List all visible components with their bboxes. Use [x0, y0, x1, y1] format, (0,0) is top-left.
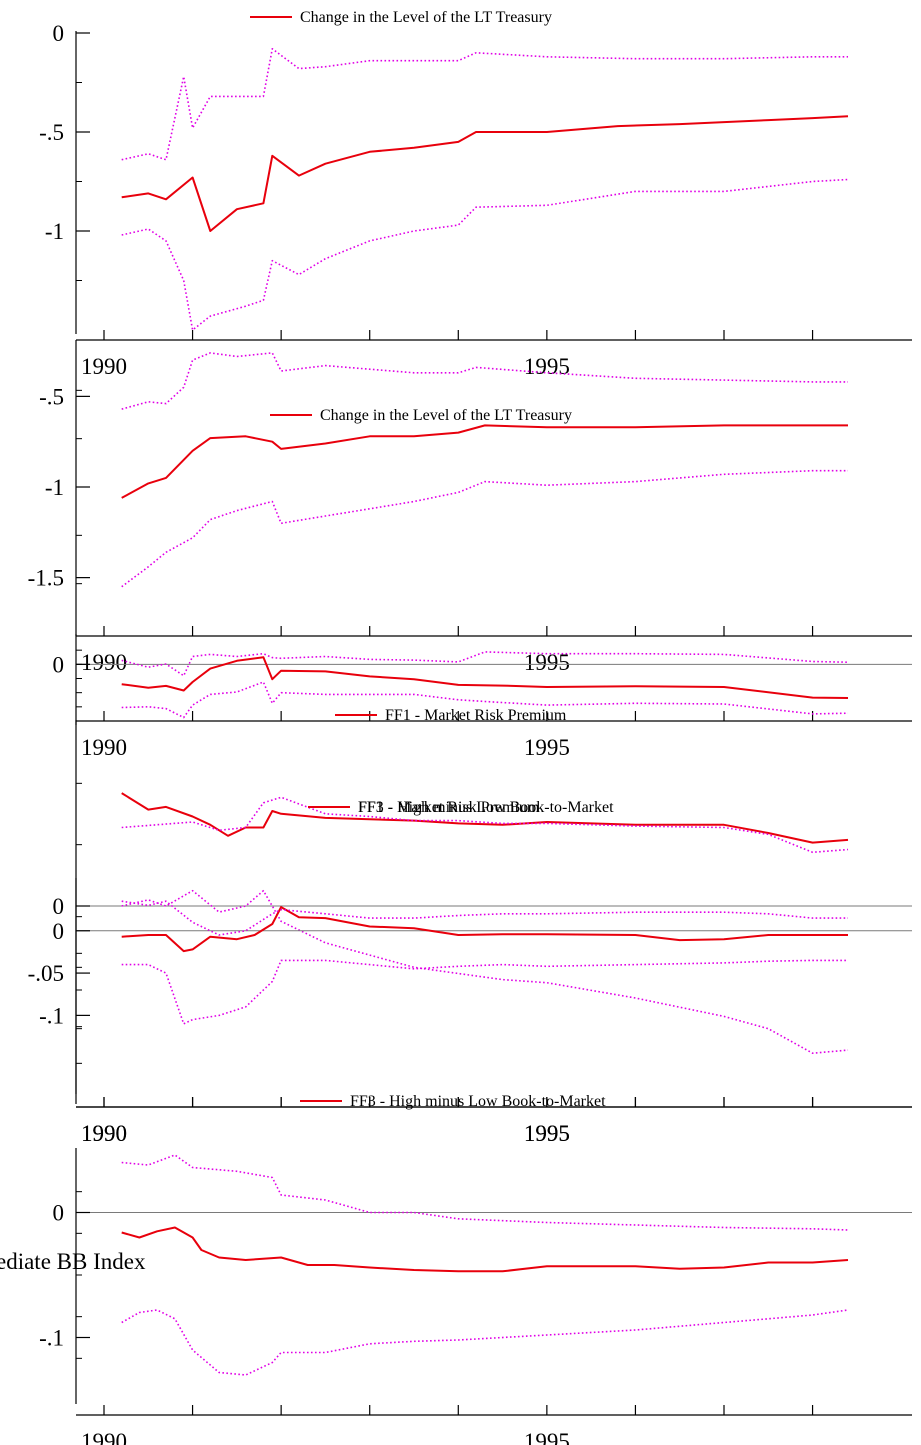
confidence-band-line — [121, 469, 848, 588]
x-tick-label: 1990 — [81, 650, 127, 675]
confidence-band-line — [121, 959, 848, 1025]
estimate-line — [121, 1226, 849, 1273]
legend-label: FF3 - High minus Low Book-to-Market — [358, 799, 614, 816]
x-tick-label: 1995 — [524, 1121, 570, 1146]
y-tick-label: -.5 — [39, 120, 64, 145]
confidence-band-line — [121, 681, 849, 719]
legend-label: Change in the Level of the LT Treasury — [320, 407, 572, 424]
estimate-line — [121, 656, 849, 699]
y-tick-label: -.1 — [39, 1326, 64, 1351]
x-tick-label: 1995 — [524, 1429, 570, 1445]
confidence-band-line — [121, 1309, 849, 1376]
y-tick-label: 0 — [53, 894, 65, 919]
confidence-band-line — [121, 178, 849, 331]
x-tick-label: 1995 — [524, 354, 570, 379]
confidence-band-line — [121, 651, 849, 677]
legend-label: Change in the Level of the LT Treasury — [300, 9, 552, 26]
confidence-band-line — [121, 889, 849, 1054]
y-tick-label: 0 — [53, 21, 65, 46]
x-tick-label: 1990 — [81, 1121, 127, 1146]
estimate-line — [121, 906, 848, 953]
estimate-line — [121, 424, 848, 499]
estimate-line — [121, 115, 849, 232]
y-tick-label: 0 — [53, 919, 65, 944]
y-tick-label: -.1 — [39, 1003, 64, 1028]
confidence-band-line — [121, 900, 848, 936]
clipped-panel-title: ediate BB Index — [0, 1249, 146, 1274]
x-tick-label: 1990 — [81, 1121, 127, 1146]
y-tick-label: -1 — [45, 219, 64, 244]
legend-label: FF1 - Market Risk Premium — [385, 707, 567, 724]
confidence-band-line — [121, 352, 848, 410]
x-tick-label: 1995 — [524, 1121, 570, 1146]
legend-label: FF3 - High minus Low Book-to-Market — [350, 1093, 606, 1110]
confidence-band-line — [121, 1154, 849, 1231]
x-tick-label: 1990 — [81, 1429, 127, 1445]
y-tick-label: 0 — [53, 652, 65, 677]
x-tick-label: 1990 — [81, 354, 127, 379]
x-tick-label: 1990 — [81, 735, 127, 760]
y-tick-label: -1 — [45, 475, 64, 500]
confidence-band-line — [121, 796, 849, 854]
y-tick-label: 0 — [53, 1201, 65, 1226]
confidence-band-line — [121, 47, 848, 161]
legend-label: FF1 - Market Risk Premium — [358, 799, 540, 816]
y-tick-label: -.05 — [28, 961, 64, 986]
y-tick-label: -1.5 — [28, 566, 64, 591]
x-tick-label: 1995 — [524, 735, 570, 760]
estimate-line — [121, 792, 849, 844]
y-tick-label: -.5 — [39, 384, 64, 409]
